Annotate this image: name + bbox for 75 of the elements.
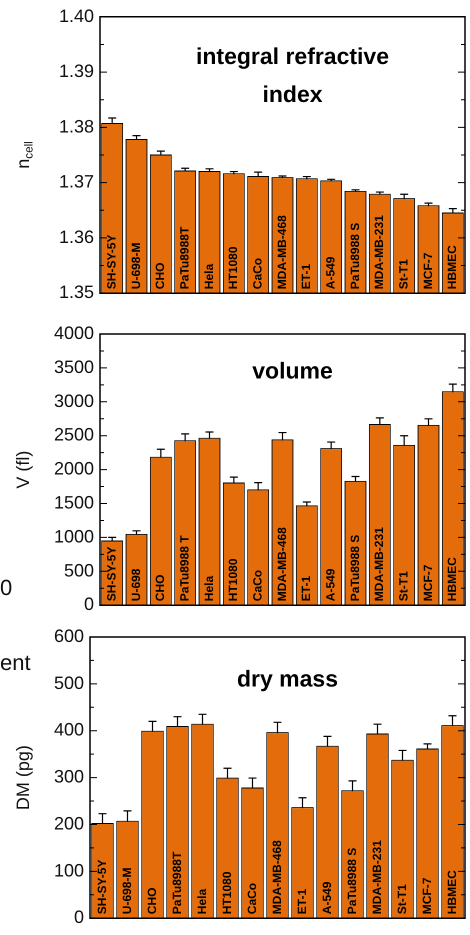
- x-tick-label: MCF-7: [420, 564, 435, 602]
- y-tick-label: 3000: [54, 390, 94, 411]
- x-tick-label: Hela: [194, 888, 209, 914]
- x-tick-label: CaCo: [244, 882, 259, 914]
- y-tick-label: 1.38: [58, 116, 94, 136]
- x-tick-label: MDA-MB-231: [370, 840, 384, 914]
- x-tick-label: CaCo: [250, 570, 264, 602]
- y-tick-label: 600: [54, 626, 84, 646]
- y-tick-label: 1.37: [58, 172, 94, 192]
- x-tick-label: A-549: [323, 568, 338, 602]
- y-axis-title: DM (pg): [12, 745, 33, 810]
- text: dry mass: [236, 665, 338, 692]
- y-tick-label: 1.36: [58, 226, 94, 247]
- y-tick-label: 2000: [54, 458, 94, 479]
- text: volume: [252, 357, 333, 384]
- y-tick-label: 1.39: [58, 61, 94, 82]
- x-tick-label: HBMEC: [444, 870, 459, 914]
- y-tick-label: 3500: [54, 356, 94, 377]
- x-tick-label: MCF-7: [420, 252, 435, 290]
- x-tick-label: A-549: [320, 881, 334, 914]
- text: integral refractive index: [196, 43, 390, 108]
- text: ent: [0, 650, 31, 676]
- y-tick-label: 1000: [54, 526, 94, 546]
- x-tick-label: HBMEC: [445, 244, 460, 290]
- x-tick-label: HT1080: [220, 871, 234, 914]
- x-tick-label: ET-1: [299, 576, 314, 602]
- x-tick-label: St-T1: [394, 884, 409, 914]
- x-tick-label: PaTu8988 T: [177, 534, 192, 602]
- y-tick-label: 2500: [54, 424, 94, 445]
- x-tick-label: MDA-MB-468: [270, 840, 284, 914]
- x-tick-label: CHO: [153, 574, 168, 602]
- x-tick-label: PaTu8988T: [177, 226, 192, 290]
- x-tick-label: PaTu8988 S: [344, 848, 359, 914]
- x-tick-label: MDA-MB-468: [274, 526, 289, 602]
- x-tick-label: U-698-M: [120, 868, 134, 914]
- x-tick-label: HT1080: [226, 558, 240, 602]
- x-tick-label: ET-1: [294, 888, 309, 914]
- y-tick-label: 500: [54, 672, 84, 693]
- x-tick-label: CaCo: [250, 258, 264, 290]
- x-tick-label: CHO: [144, 888, 159, 914]
- y-tick-label: 1.35: [58, 282, 94, 302]
- x-tick-label: HT1080: [226, 246, 240, 290]
- x-tick-label: U-698: [128, 568, 143, 602]
- y-tick-label: 300: [54, 766, 84, 787]
- x-tick-label: MDA-MB-231: [372, 214, 386, 290]
- x-tick-label: MDA-MB-468: [274, 214, 289, 290]
- y-tick-label: 0: [84, 594, 94, 614]
- x-tick-label: PaTu8988 S: [348, 534, 362, 602]
- y-tick-label: 100: [54, 860, 84, 880]
- y-tick-label: 0: [74, 907, 84, 928]
- y-tick-label: 500: [64, 560, 94, 580]
- y-axis-title: ncell: [12, 141, 36, 169]
- y-tick-label: 4000: [54, 322, 94, 343]
- x-tick-label: MDA-MB-231: [372, 526, 386, 602]
- x-tick-label: PaTu8988T: [170, 851, 184, 914]
- text: 0: [0, 575, 12, 601]
- x-tick-label: HBMEC: [445, 556, 460, 602]
- x-tick-label: MCF-7: [420, 877, 434, 914]
- x-tick-label: SH-SY-5Y: [104, 234, 118, 290]
- x-tick-label: SH-SY-5Y: [94, 860, 109, 914]
- y-tick-label: 200: [54, 813, 84, 834]
- x-tick-label: SH-SY-5Y: [104, 546, 118, 602]
- y-tick-label: 1.40: [58, 6, 94, 26]
- y-axis-title: V (fl): [12, 450, 33, 489]
- x-tick-label: St-T1: [396, 570, 410, 602]
- x-tick-label: U-698-M: [128, 242, 143, 290]
- y-tick-label: 400: [54, 720, 84, 740]
- x-tick-label: A-549: [323, 256, 338, 290]
- x-tick-label: ET-1: [299, 264, 314, 290]
- x-tick-label: Hela: [202, 576, 216, 602]
- x-tick-label: Hela: [202, 264, 216, 290]
- x-tick-label: St-T1: [396, 258, 410, 290]
- y-tick-label: 1500: [54, 492, 94, 512]
- x-tick-label: CHO: [153, 262, 168, 290]
- x-tick-label: PaTu8988 S: [348, 222, 362, 290]
